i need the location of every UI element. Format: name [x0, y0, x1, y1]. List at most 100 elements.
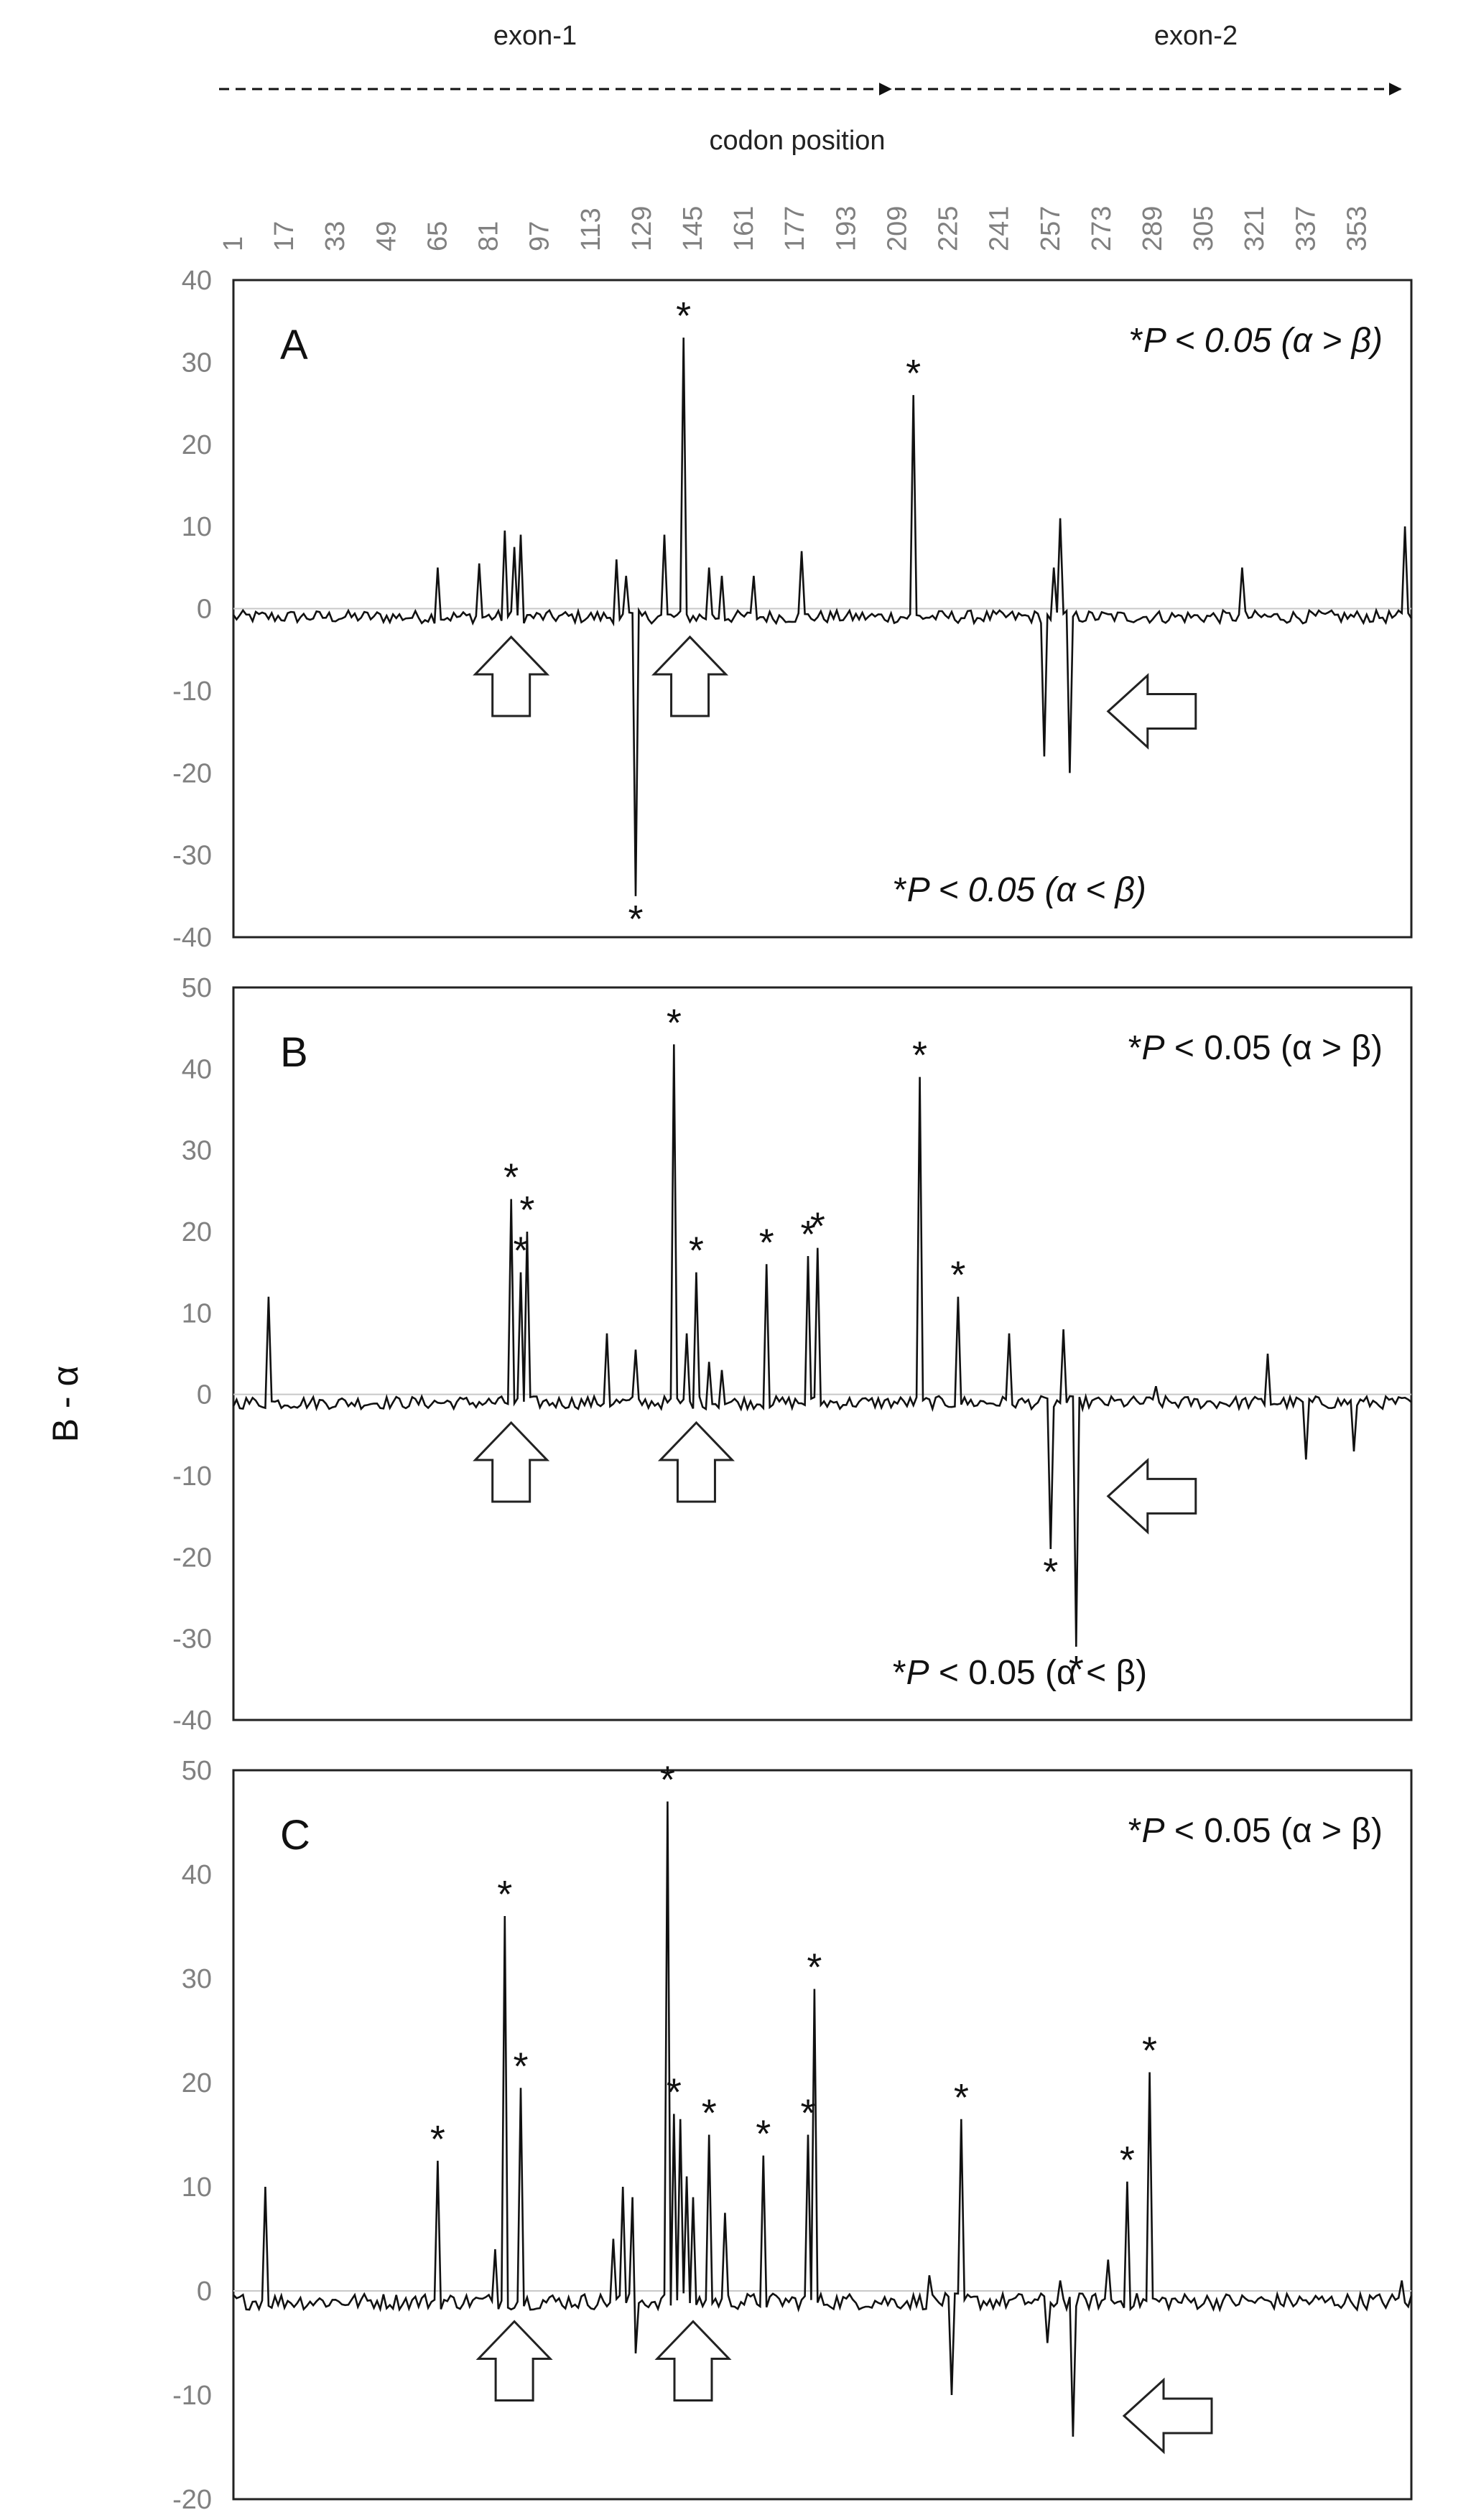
significance-star: * [1043, 1550, 1058, 1594]
significance-star: * [628, 898, 643, 941]
y-tick-label: 10 [182, 1298, 212, 1329]
y-tick-label: 20 [182, 2068, 212, 2098]
exon-2-label: exon-2 [1154, 21, 1238, 51]
panel-a: 40 30 20 10 0 -10 -20 -30 -40 * * * A *P < 0.05 (α > … [172, 266, 1413, 953]
y-tick-label: 40 [182, 1054, 212, 1084]
significance-star: * [667, 1001, 682, 1044]
significance-star: * [689, 1229, 704, 1273]
arrow-up-icon [654, 2320, 732, 2402]
y-tick-label: 20 [182, 430, 212, 460]
y-tick-label: 30 [182, 348, 212, 378]
y-tick-label: 20 [182, 1217, 212, 1247]
panel-c-frame [232, 1769, 1413, 2501]
panel-c: 50 40 30 20 10 0 -10 -20 * * * * * * * * * * * * C *P < 0.05 … [172, 1756, 1413, 2515]
x-tick-label-161: 161 [729, 206, 759, 251]
panel-letter: C [280, 1812, 310, 1859]
arrow-up-icon [473, 1421, 550, 1503]
y-tick-label: -40 [172, 1706, 212, 1736]
series-line-c [233, 1801, 1413, 2437]
significance-star: * [702, 2092, 717, 2135]
exon-header: exon-1 exon-2 codon position [219, 21, 1402, 156]
x-tick-label-273: 273 [1087, 206, 1117, 251]
p-value-note-bottom: *P < 0.05 (α < β) [893, 1654, 1147, 1692]
x-tick-label-321: 321 [1240, 206, 1270, 251]
y-tick-label: 50 [182, 973, 212, 1003]
significance-star: * [1142, 2030, 1157, 2073]
significance-star: * [950, 1254, 965, 1297]
panel-b-frame [232, 986, 1413, 1721]
panel-letter: A [280, 322, 308, 368]
y-tick-label: 40 [182, 1860, 212, 1890]
arrow-left-icon [1122, 2377, 1213, 2455]
arrow-up-icon [475, 2320, 553, 2402]
significance-star: * [667, 2071, 682, 2114]
x-tick-label-81: 81 [474, 221, 504, 251]
y-axis-label: B - α [45, 1366, 85, 1443]
significance-star: * [759, 1221, 774, 1264]
x-tick-label-65: 65 [422, 221, 452, 251]
significance-star: * [810, 1205, 825, 1248]
x-tick-label-225: 225 [934, 206, 964, 251]
x-tick-label-49: 49 [371, 221, 402, 251]
exon-1-label: exon-1 [493, 21, 577, 51]
significance-star: * [800, 2092, 815, 2135]
y-tick-label: 40 [182, 266, 212, 296]
y-tick-label: -30 [172, 1624, 212, 1655]
significance-star: * [497, 1873, 512, 1916]
x-tick-label-353: 353 [1342, 206, 1372, 251]
y-tick-label: 0 [197, 2277, 212, 2307]
x-tick-label-305: 305 [1189, 206, 1219, 251]
y-tick-label: -10 [172, 2381, 212, 2411]
significance-star: * [660, 1759, 675, 1802]
significance-star: * [676, 294, 691, 338]
significance-star: * [912, 1034, 927, 1077]
significance-star: * [519, 1189, 534, 1232]
y-tick-label: -30 [172, 841, 212, 871]
codon-axis-label: codon position [709, 126, 885, 156]
arrow-left-icon [1106, 673, 1197, 750]
x-tick-label-129: 129 [627, 206, 657, 251]
arrow-up-icon [657, 1421, 735, 1503]
y-tick-label: 30 [182, 1136, 212, 1166]
y-tick-label: 0 [197, 1380, 212, 1410]
significance-star: * [513, 2045, 528, 2088]
arrow-up-icon [473, 635, 550, 717]
significance-star: * [800, 1213, 815, 1256]
x-tick-label-145: 145 [678, 206, 708, 251]
significance-star: * [503, 1156, 519, 1199]
y-tick-label: -10 [172, 677, 212, 707]
p-value-note-bottom: *P < 0.05 (α < β) [894, 871, 1146, 909]
series-line-b [232, 1044, 1412, 1647]
y-tick-label: -20 [172, 758, 212, 789]
codon-tick-labels: 1 17 33 49 65 81 97 113 129 145 161 177 193 209 225 241… [218, 206, 1372, 251]
x-tick-label-113: 113 [576, 208, 606, 251]
y-tick-label: 0 [197, 595, 212, 625]
panel-letter: B [280, 1029, 308, 1076]
significance-star: * [954, 2076, 969, 2119]
significance-star: * [807, 1946, 822, 1989]
y-tick-label: -20 [172, 1543, 212, 1573]
x-tick-label-177: 177 [780, 206, 810, 251]
arrow-up-icon [651, 635, 729, 717]
x-tick-label-209: 209 [882, 206, 912, 251]
x-tick-label-193: 193 [831, 206, 861, 251]
x-tick-label-289: 289 [1138, 206, 1168, 251]
x-tick-label-17: 17 [269, 221, 300, 251]
x-tick-label-337: 337 [1291, 206, 1321, 251]
y-tick-label: -10 [172, 1461, 212, 1492]
significance-star: * [430, 2118, 445, 2161]
significance-star: * [906, 352, 921, 395]
x-tick-label-257: 257 [1036, 206, 1066, 251]
p-value-note-top: *P < 0.05 (α > β) [1128, 1812, 1383, 1850]
y-tick-label: -40 [172, 923, 212, 953]
significance-star: * [1120, 2139, 1135, 2182]
p-value-note-top: *P < 0.05 (α > β) [1130, 322, 1383, 360]
y-tick-label: 50 [182, 1756, 212, 1786]
y-tick-label: 10 [182, 512, 212, 542]
x-tick-label-33: 33 [320, 221, 351, 251]
arrow-left-icon [1106, 1457, 1197, 1535]
x-tick-label-97: 97 [525, 221, 555, 251]
p-value-note-top: *P < 0.05 (α > β) [1128, 1029, 1383, 1067]
